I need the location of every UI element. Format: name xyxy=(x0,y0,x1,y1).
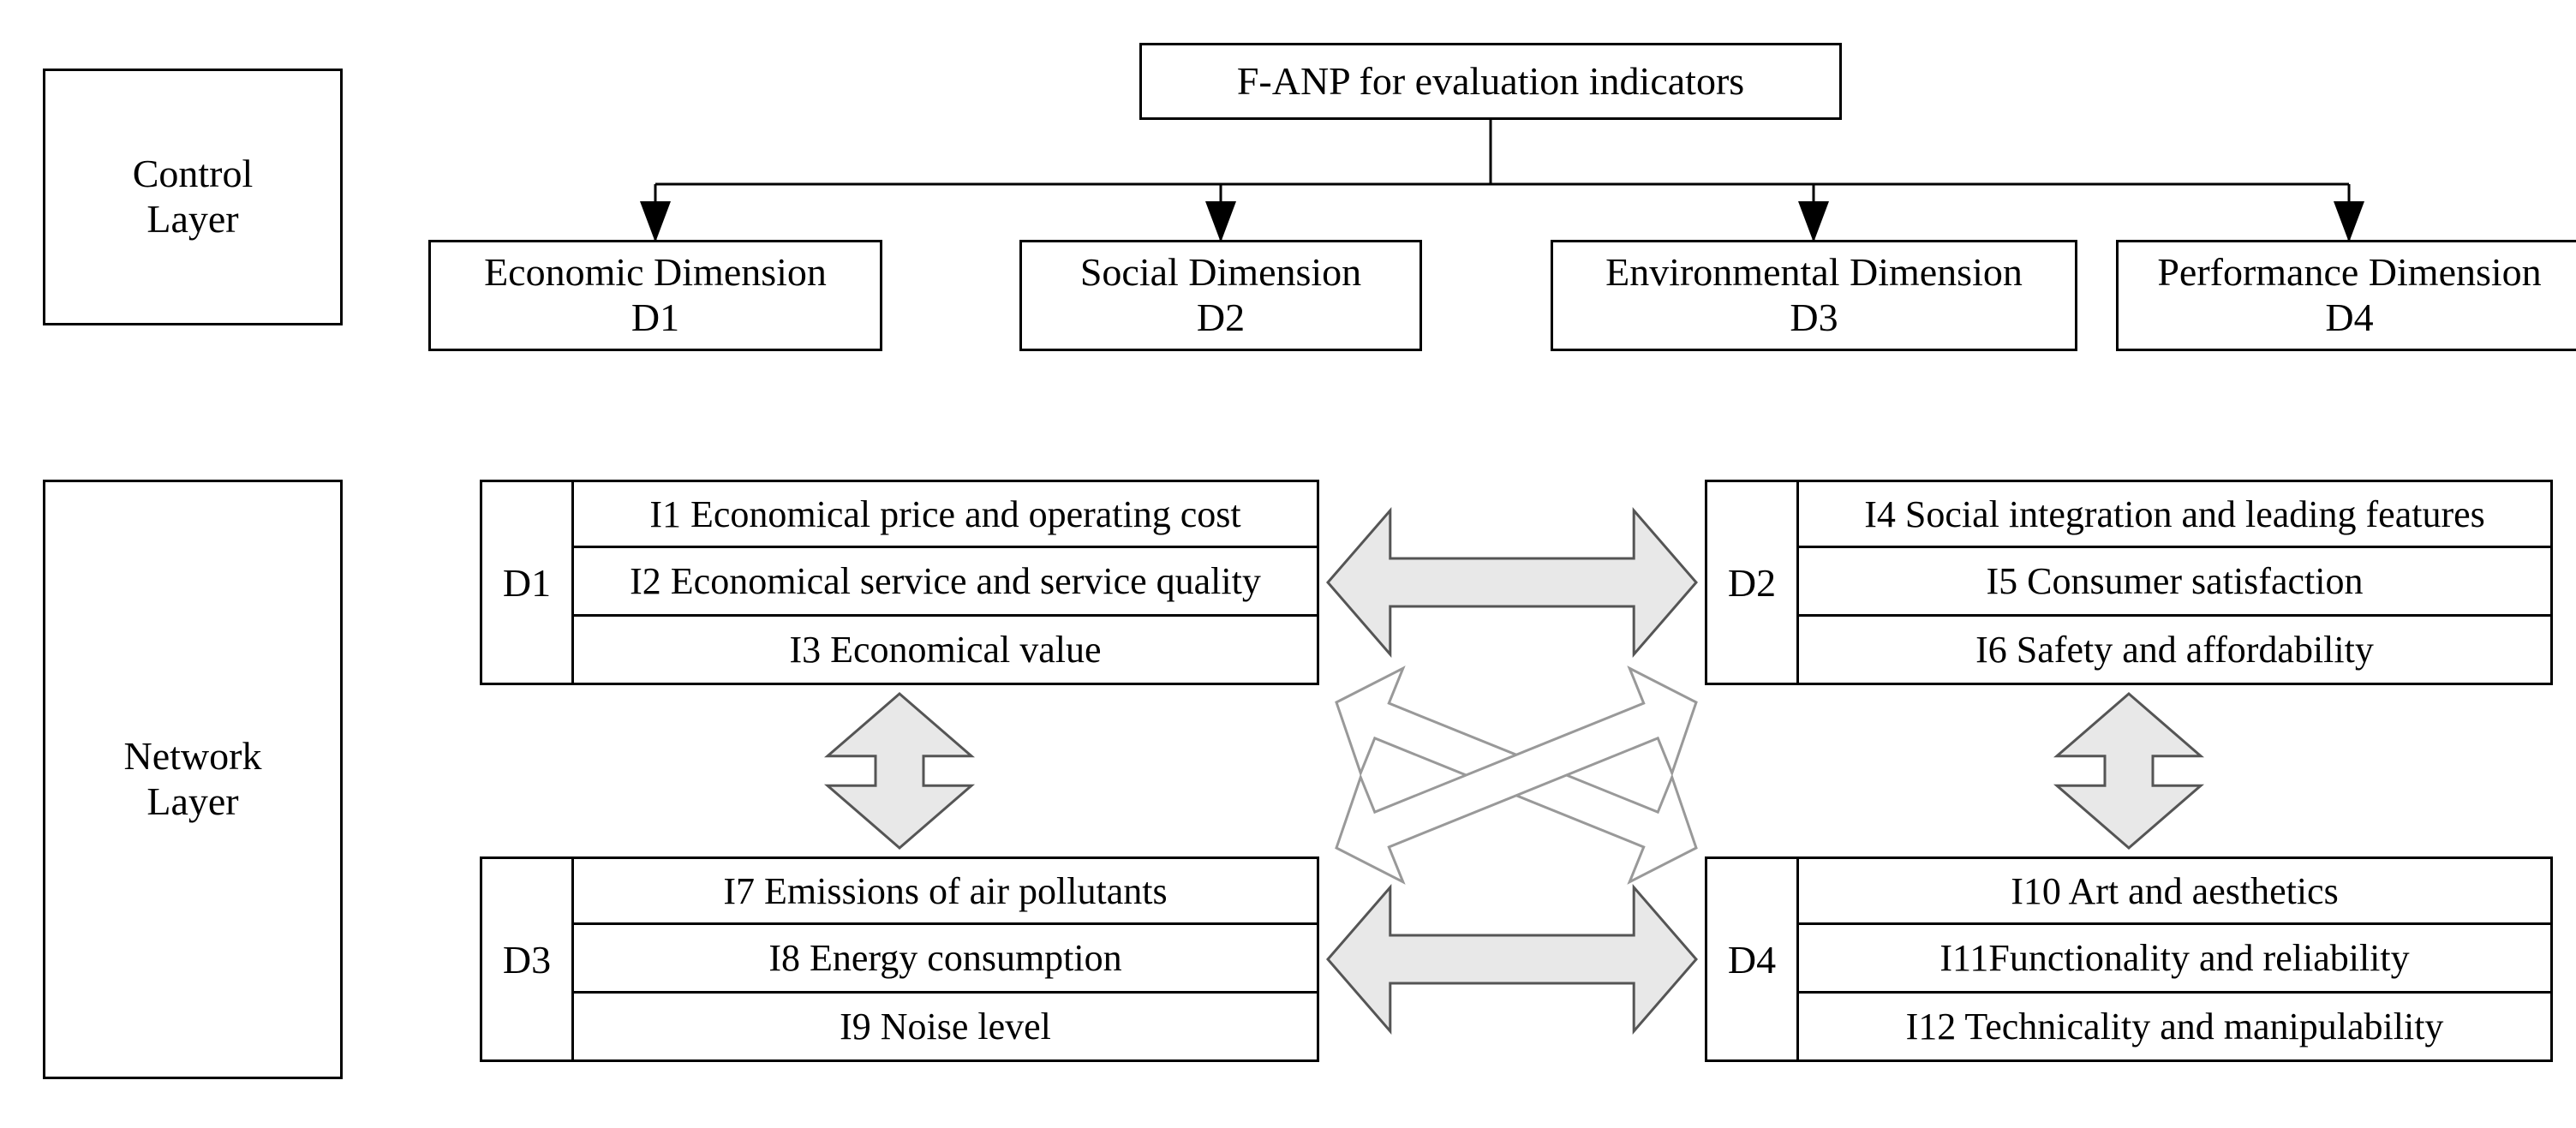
cluster-items: I10 Art and aesthetics I11Functionality a… xyxy=(1799,856,2553,1062)
control-layer-text: ControlLayer xyxy=(133,152,254,242)
cluster-item-text: I11Functionality and reliability xyxy=(1939,936,2409,980)
cluster-d3: D3 I7 Emissions of air pollutants I8 Energ… xyxy=(480,856,1319,1062)
dimension-text: Environmental DimensionD3 xyxy=(1605,250,2023,341)
cluster-item: I9 Noise level xyxy=(574,994,1319,1062)
diagram-canvas: ControlLayer NetworkLayer F-ANP for eval… xyxy=(17,17,2576,1111)
dimension-line1: Social Dimension xyxy=(1080,250,1361,295)
cluster-label-text: D2 xyxy=(1728,560,1776,606)
cluster-label-text: D3 xyxy=(503,937,551,982)
cluster-label-d3: D3 xyxy=(480,856,574,1062)
dimension-line2: D4 xyxy=(2157,295,2541,341)
dimension-line1: Economic Dimension xyxy=(484,250,827,295)
network-layer-label: NetworkLayer xyxy=(43,480,343,1079)
cluster-items: I1 Economical price and operating cost I2… xyxy=(574,480,1319,685)
cluster-item: I5 Consumer satisfaction xyxy=(1799,548,2553,617)
dimension-box-d3: Environmental DimensionD3 xyxy=(1551,240,2077,351)
cluster-item: I7 Emissions of air pollutants xyxy=(574,856,1319,925)
cluster-d4: D4 I10 Art and aesthetics I11Functionality… xyxy=(1705,856,2553,1062)
dimension-line2: D3 xyxy=(1605,295,2023,341)
cluster-item-text: I9 Noise level xyxy=(840,1005,1051,1048)
control-layer-label: ControlLayer xyxy=(43,69,343,325)
cluster-item-text: I2 Economical service and service qualit… xyxy=(630,559,1261,603)
top-box-text: F-ANP for evaluation indicators xyxy=(1237,59,1744,104)
top-box: F-ANP for evaluation indicators xyxy=(1139,43,1842,120)
dimension-box-d4: Performance DimensionD4 xyxy=(2116,240,2576,351)
dimension-line2: D1 xyxy=(484,295,827,341)
cluster-item: I4 Social integration and leading featur… xyxy=(1799,480,2553,548)
dimension-box-d2: Social DimensionD2 xyxy=(1019,240,1422,351)
cluster-label-d1: D1 xyxy=(480,480,574,685)
cluster-label-text: D1 xyxy=(503,560,551,606)
cluster-item-text: I4 Social integration and leading featur… xyxy=(1864,492,2485,536)
cluster-label-d4: D4 xyxy=(1705,856,1799,1062)
cluster-item-text: I3 Economical value xyxy=(789,628,1101,671)
cluster-item: I1 Economical price and operating cost xyxy=(574,480,1319,548)
cluster-label-d2: D2 xyxy=(1705,480,1799,685)
network-layer-text: NetworkLayer xyxy=(124,734,262,825)
cluster-item-text: I12 Technicality and manipulability xyxy=(1906,1005,2444,1048)
cluster-items: I4 Social integration and leading featur… xyxy=(1799,480,2553,685)
cluster-item-text: I6 Safety and affordability xyxy=(1975,628,2374,671)
cluster-item: I6 Safety and affordability xyxy=(1799,617,2553,685)
dimension-text: Economic DimensionD1 xyxy=(484,250,827,341)
cluster-item: I8 Energy consumption xyxy=(574,925,1319,994)
cluster-item: I10 Art and aesthetics xyxy=(1799,856,2553,925)
cluster-item-text: I1 Economical price and operating cost xyxy=(649,492,1240,536)
cluster-item-text: I5 Consumer satisfaction xyxy=(1987,559,2364,603)
cluster-label-text: D4 xyxy=(1728,937,1776,982)
cluster-item: I3 Economical value xyxy=(574,617,1319,685)
dimension-line2: D2 xyxy=(1080,295,1361,341)
cluster-items: I7 Emissions of air pollutants I8 Energy … xyxy=(574,856,1319,1062)
dimension-text: Social DimensionD2 xyxy=(1080,250,1361,341)
dimension-box-d1: Economic DimensionD1 xyxy=(428,240,882,351)
cluster-item-text: I7 Emissions of air pollutants xyxy=(723,869,1167,913)
cluster-item-text: I10 Art and aesthetics xyxy=(2011,869,2338,913)
dimension-line1: Environmental Dimension xyxy=(1605,250,2023,295)
dimension-line1: Performance Dimension xyxy=(2157,250,2541,295)
cluster-d2: D2 I4 Social integration and leading feat… xyxy=(1705,480,2553,685)
cluster-item: I12 Technicality and manipulability xyxy=(1799,994,2553,1062)
cluster-item: I2 Economical service and service qualit… xyxy=(574,548,1319,617)
cluster-item-text: I8 Energy consumption xyxy=(768,936,1121,980)
cluster-d1: D1 I1 Economical price and operating cost… xyxy=(480,480,1319,685)
cluster-item: I11Functionality and reliability xyxy=(1799,925,2553,994)
dimension-text: Performance DimensionD4 xyxy=(2157,250,2541,341)
